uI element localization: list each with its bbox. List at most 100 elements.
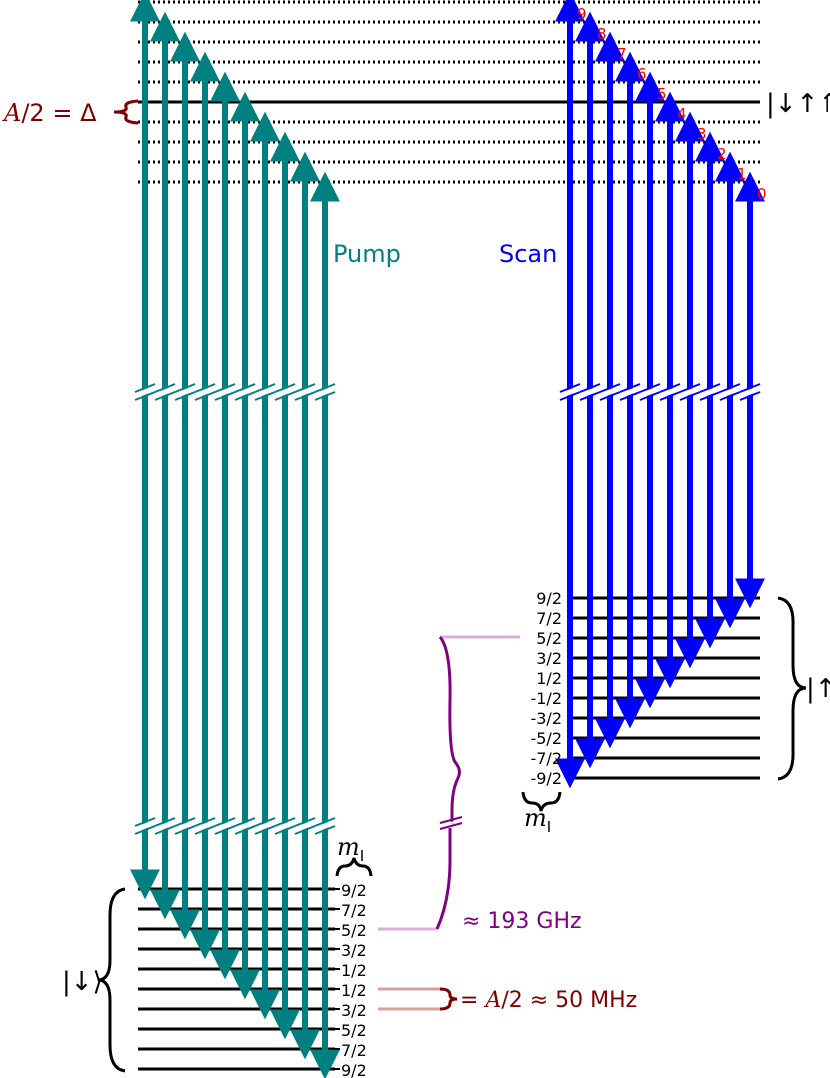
middle-tick-labels: 9/27/25/23/21/2-1/2-3/2-5/2-7/2-9/2 bbox=[530, 589, 562, 788]
lower-tick-label: 9/2 bbox=[341, 1061, 367, 1078]
break-line bbox=[214, 391, 236, 401]
break-gap bbox=[234, 385, 256, 399]
break-gap bbox=[314, 385, 336, 399]
break-line bbox=[134, 825, 156, 835]
lower-tick-label: 7/2 bbox=[341, 1041, 367, 1060]
break-gap bbox=[154, 819, 176, 833]
break-gap bbox=[579, 385, 601, 399]
middle-tick-label: 7/2 bbox=[536, 609, 562, 628]
break-gap bbox=[274, 819, 296, 833]
upper-levels bbox=[138, 0, 760, 184]
break-line bbox=[739, 383, 761, 393]
break-line bbox=[639, 383, 661, 393]
break-line bbox=[739, 391, 761, 401]
break-line bbox=[254, 817, 276, 827]
scan-number: 6 bbox=[637, 65, 647, 83]
break-line bbox=[294, 391, 316, 401]
scan-number: 0 bbox=[757, 185, 767, 203]
break-line bbox=[154, 817, 176, 827]
svg-text:mI: mI bbox=[524, 804, 551, 836]
break-line bbox=[314, 383, 336, 393]
break-line bbox=[134, 817, 156, 827]
break-line bbox=[294, 817, 316, 827]
break-line bbox=[274, 825, 296, 835]
break-line bbox=[194, 817, 216, 827]
break-gap bbox=[679, 385, 701, 399]
lower-tick-label: 1/2 bbox=[341, 981, 367, 1000]
break-line bbox=[619, 391, 641, 401]
middle-tick-label: -7/2 bbox=[530, 749, 562, 768]
lower-tick-label: 5/2 bbox=[341, 1021, 367, 1040]
break-line bbox=[174, 817, 196, 827]
break-line bbox=[254, 383, 276, 393]
break-line bbox=[294, 825, 316, 835]
mi-lower-brace bbox=[335, 857, 373, 877]
break-line bbox=[234, 825, 256, 835]
break-line bbox=[214, 383, 236, 393]
break-line bbox=[314, 817, 336, 827]
break-gap bbox=[599, 385, 621, 399]
break-gap bbox=[194, 819, 216, 833]
top-eq-a: A bbox=[2, 99, 21, 127]
mi-mid-brace bbox=[521, 791, 562, 812]
break-line bbox=[274, 391, 296, 401]
mi-lower-m: m bbox=[337, 833, 360, 861]
svg-text:mI: mI bbox=[337, 833, 364, 865]
break-line bbox=[274, 383, 296, 393]
break-gap bbox=[659, 385, 681, 399]
scan-number: 2 bbox=[717, 145, 727, 163]
pump-label: Pump bbox=[333, 240, 401, 268]
lower-tick-label: 9/2 bbox=[341, 881, 367, 900]
break-line bbox=[154, 825, 176, 835]
break-gap bbox=[274, 385, 296, 399]
break-line bbox=[174, 391, 196, 401]
break-line bbox=[619, 383, 641, 393]
hyperfine-label: = A/2 ≈ 50 MHz bbox=[378, 987, 637, 1013]
break-line bbox=[134, 383, 156, 393]
break-line bbox=[214, 817, 236, 827]
break-line bbox=[559, 391, 581, 401]
break-line bbox=[314, 391, 336, 401]
middle-tick-label: -9/2 bbox=[530, 769, 562, 788]
svg-text:= A/2 ≈ 50 MHz: = A/2 ≈ 50 MHz bbox=[460, 988, 637, 1013]
top-brace bbox=[113, 99, 139, 125]
break-line bbox=[679, 391, 701, 401]
svg-text:A/2 = Δ: A/2 = Δ bbox=[2, 99, 97, 127]
scan-number: 8 bbox=[597, 25, 607, 43]
low-brace bbox=[97, 887, 126, 1073]
mid-eq-rest: /2 ≈ 50 MHz bbox=[501, 988, 637, 1013]
break-line bbox=[659, 383, 681, 393]
break-line bbox=[699, 383, 721, 393]
mi-lower: mI bbox=[335, 833, 373, 877]
break-gap bbox=[134, 819, 156, 833]
break-gap bbox=[619, 385, 641, 399]
top-ket: |↓↑⇑⟩ bbox=[766, 89, 830, 119]
freq-label: ≈ 193 GHz bbox=[462, 909, 582, 934]
scan-number: 1 bbox=[737, 165, 747, 183]
break-line bbox=[194, 383, 216, 393]
break-gap bbox=[639, 385, 661, 399]
break-line bbox=[314, 825, 336, 835]
break-gap bbox=[154, 385, 176, 399]
break-gap bbox=[254, 385, 276, 399]
break-line bbox=[599, 391, 621, 401]
break-line bbox=[234, 383, 256, 393]
scan-number: 7 bbox=[617, 45, 627, 63]
mi-mid: mI bbox=[521, 791, 562, 836]
scan-number: 4 bbox=[677, 105, 687, 123]
break-line bbox=[174, 383, 196, 393]
break-gap bbox=[174, 819, 196, 833]
break-line bbox=[274, 817, 296, 827]
break-line bbox=[719, 391, 741, 401]
top-eq-rest: /2 = Δ bbox=[21, 99, 97, 127]
break-line bbox=[154, 383, 176, 393]
break-gap bbox=[294, 385, 316, 399]
break-line bbox=[599, 383, 621, 393]
scan-label: Scan bbox=[499, 240, 557, 268]
middle-tick-label: 3/2 bbox=[536, 649, 562, 668]
pump-arrows bbox=[130, 0, 340, 1078]
break-gap bbox=[719, 385, 741, 399]
break-gap bbox=[194, 385, 216, 399]
freq-connector: ≈ 193 GHz bbox=[378, 635, 582, 934]
